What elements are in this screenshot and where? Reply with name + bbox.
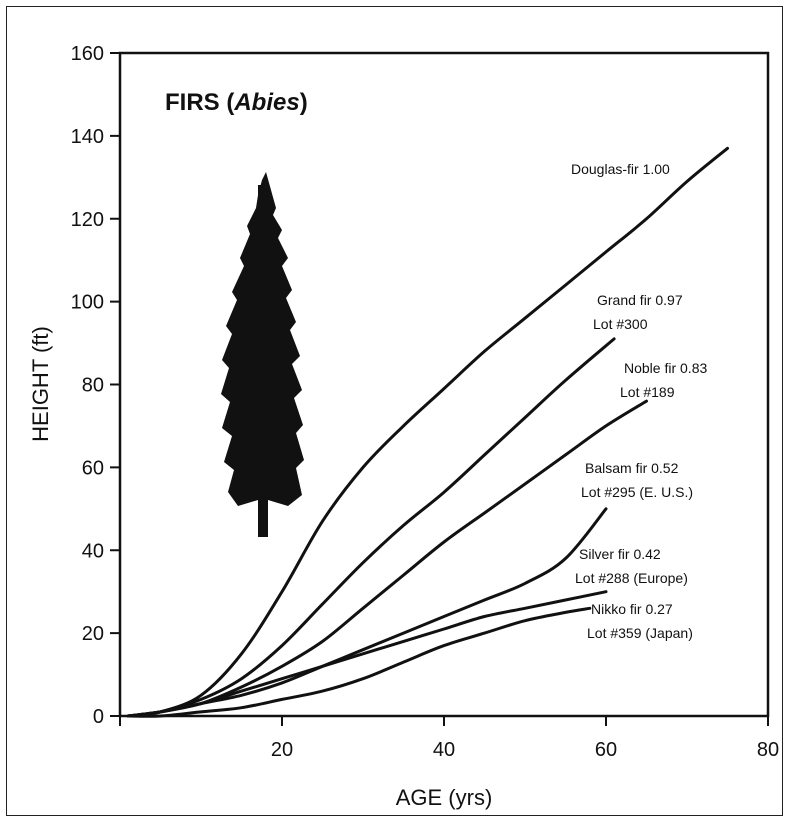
series-line xyxy=(126,606,592,718)
series-sublabel: Lot #295 (E. U.S.) xyxy=(581,484,693,500)
x-tick-label: 20 xyxy=(271,739,293,761)
x-axis-ticks: 20 40 60 80 xyxy=(119,716,779,761)
x-tick-label: 80 xyxy=(757,739,779,761)
y-axis-ticks: 0 20 40 60 80 100 120 140 160 xyxy=(71,43,120,728)
chart-title: FIRS (Abies) xyxy=(165,89,308,116)
y-axis-label: HEIGHT (ft) xyxy=(28,326,53,442)
x-tick-label: 60 xyxy=(595,739,617,761)
series-line xyxy=(126,146,729,718)
series-sublabel: Lot #288 (Europe) xyxy=(575,570,688,586)
series-line xyxy=(126,337,616,718)
x-axis-label: AGE (yrs) xyxy=(396,785,493,810)
y-tick-label: 0 xyxy=(93,706,104,728)
fir-tree-icon xyxy=(221,172,304,537)
series-sublabel: Lot #359 (Japan) xyxy=(587,625,693,641)
series-label: Balsam fir 0.52 xyxy=(585,460,679,476)
series-labels: Douglas-fir 1.00 Grand fir 0.97 Lot #300 No… xyxy=(571,161,707,641)
series-label: Noble fir 0.83 xyxy=(624,360,707,376)
series-label: Silver fir 0.42 xyxy=(579,546,661,562)
series-line xyxy=(126,507,608,718)
x-tick-label: 40 xyxy=(433,739,455,761)
y-tick-label: 140 xyxy=(71,126,104,148)
series-sublabel: Lot #300 xyxy=(593,316,648,332)
series-line xyxy=(126,590,608,718)
series-label: Grand fir 0.97 xyxy=(597,292,683,308)
y-tick-label: 100 xyxy=(71,292,104,314)
series-lines xyxy=(126,146,729,718)
y-tick-label: 20 xyxy=(82,623,104,645)
chart-frame xyxy=(6,6,783,816)
series-label: Douglas-fir 1.00 xyxy=(571,161,670,177)
y-tick-label: 160 xyxy=(71,43,104,65)
y-tick-label: 120 xyxy=(71,209,104,231)
series-label: Nikko fir 0.27 xyxy=(591,601,673,617)
y-tick-label: 40 xyxy=(82,540,104,562)
y-tick-label: 60 xyxy=(82,457,104,479)
series-sublabel: Lot #189 xyxy=(620,384,675,400)
y-tick-label: 80 xyxy=(82,375,104,397)
